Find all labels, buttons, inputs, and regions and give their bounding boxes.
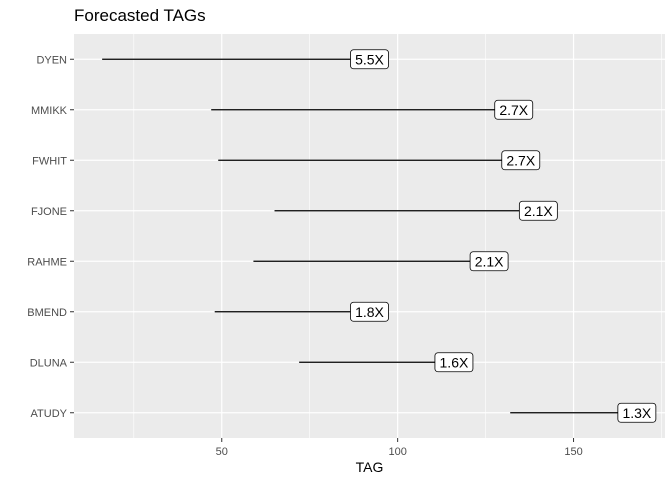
y-tick-label: RAHME [27,256,67,268]
data-label-box [350,49,389,70]
data-label: 2.1X [524,203,553,219]
x-tick-label: 100 [388,446,406,458]
data-label: 2.7X [499,102,528,118]
data-label-box [617,402,657,423]
data-label: 1.6X [440,354,469,370]
segments [102,58,637,414]
y-tick-label: MMIKK [31,105,68,117]
y-tick-label: FWHIT [32,155,67,167]
data-label: 1.3X [622,405,651,421]
data-label-box [494,99,534,120]
data-label-box [434,352,474,373]
data-label-box [501,150,541,171]
plot-panel [74,34,665,438]
y-tick-label: DLUNA [30,357,68,369]
data-label: 5.5X [355,51,384,67]
data-labels: 5.5X 2.7X 2.7X 2.1X 2.1X 1.8X 1.6X 1.3X [350,49,657,423]
y-tick-label: FJONE [31,206,67,218]
data-label-box [469,251,509,272]
y-tick-label: BMEND [27,307,67,319]
data-label: 2.7X [506,152,535,168]
y-axis: DYEN MMIKK FWHIT FJONE RAHME BMEND DLUNA ATUDY [27,54,74,420]
x-tick-label: 50 [216,446,228,458]
grid-minor [133,34,662,438]
y-tick-label: ATUDY [31,408,68,420]
x-axis: 50 100 150 [216,438,583,458]
data-label: 2.1X [475,253,504,269]
y-tick-label: DYEN [36,54,67,66]
data-label-box [518,200,558,221]
x-tick-label: 150 [564,446,582,458]
data-label: 1.8X [355,304,384,320]
chart-title: Forecasted TAGs [74,6,206,25]
x-axis-title: TAG [356,459,384,475]
data-label-box [350,301,389,322]
